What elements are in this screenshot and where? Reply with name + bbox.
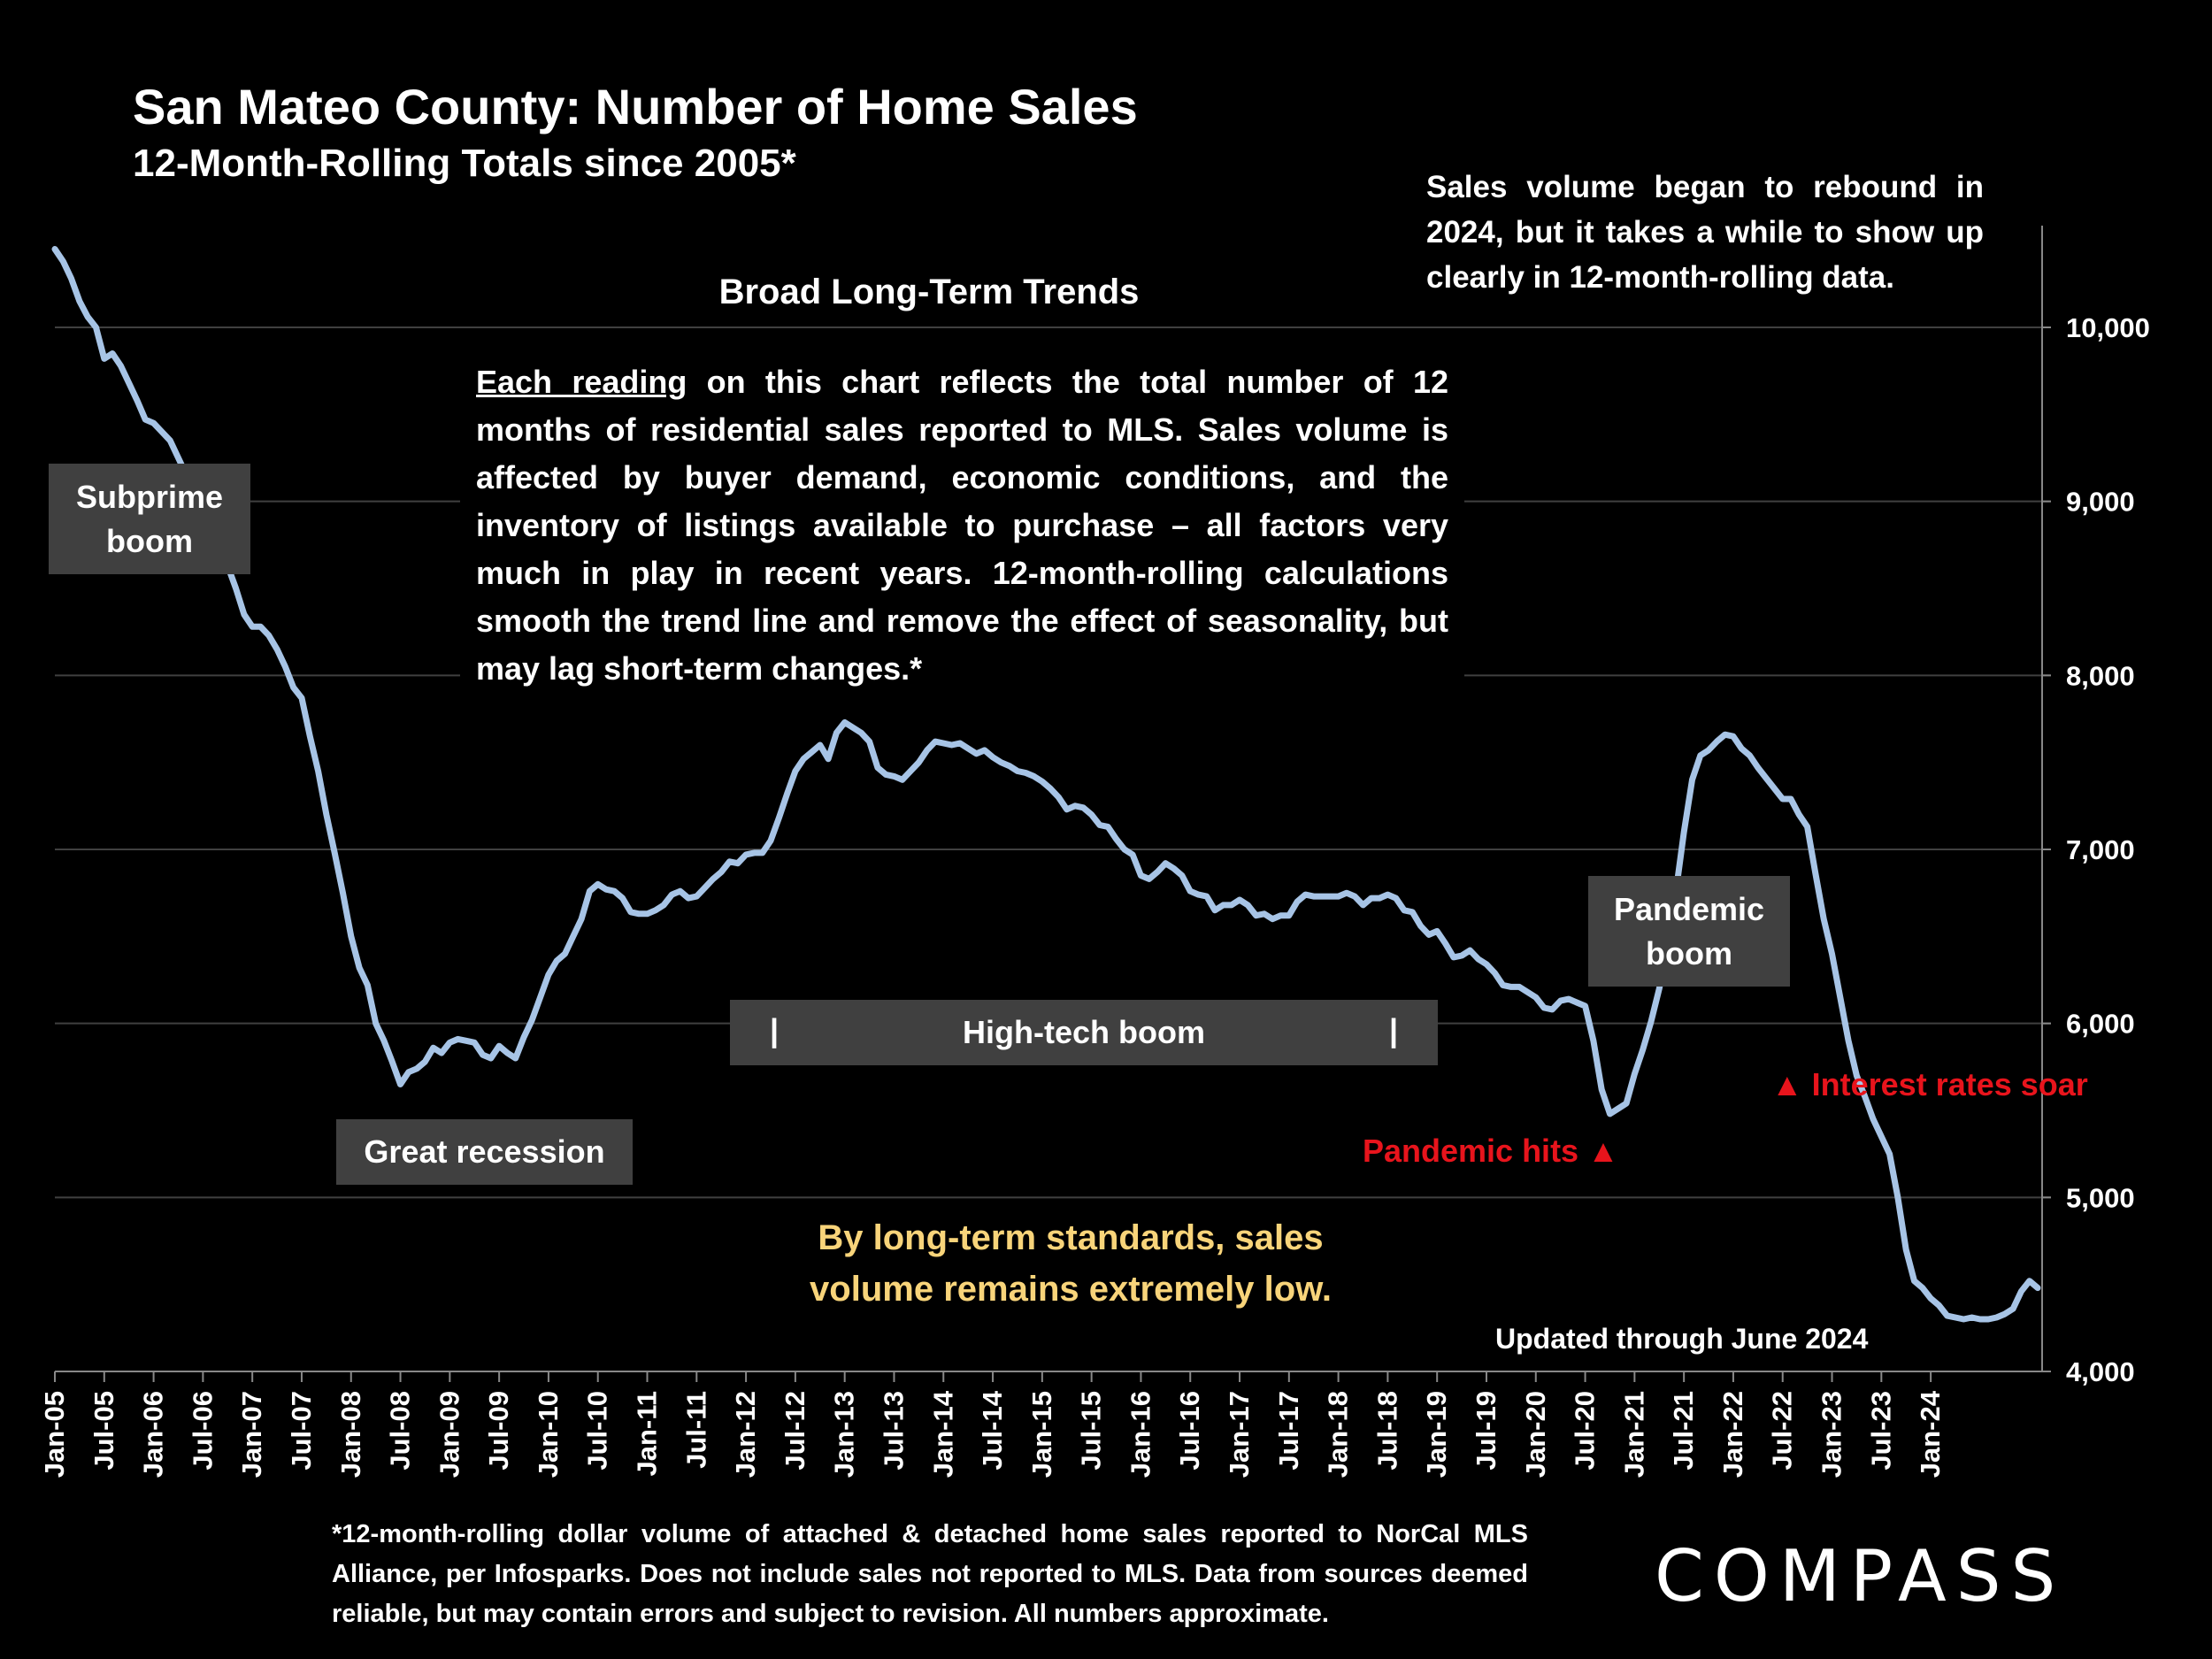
axes xyxy=(54,226,2051,1382)
y-tick-label: 5,000 xyxy=(2066,1182,2135,1213)
annotation-pandemic-hits: Pandemic hits ▲ xyxy=(1363,1133,1619,1169)
high-tech-start-marker: | xyxy=(770,1012,780,1048)
x-tick-label: Jan-24 xyxy=(1915,1390,1946,1478)
x-tick-labels: Jan-05 Jul-05 Jan-06 Jul-06 Jan-07 Jul-07 Jan-… xyxy=(39,1390,1946,1478)
x-tick-label: Jul-14 xyxy=(977,1390,1008,1470)
updated-note: Updated through June 2024 xyxy=(1495,1323,1869,1355)
x-tick-label: Jan-09 xyxy=(434,1391,465,1478)
x-tick-label: Jul-07 xyxy=(286,1391,317,1471)
annotation-hightech-label: High-tech boom xyxy=(963,1014,1205,1050)
annotation-high-tech-boom: | High-tech boom | xyxy=(730,1000,1438,1065)
chart-title: San Mateo County: Number of Home Sales xyxy=(133,79,1138,134)
x-tick-label: Jan-13 xyxy=(829,1391,860,1478)
x-tick-label: Jul-09 xyxy=(483,1391,514,1471)
x-tick-label: Jul-08 xyxy=(385,1391,416,1471)
trends-heading: Broad Long-Term Trends xyxy=(718,273,1140,311)
annotation-subprime-label: Subprime boom xyxy=(75,478,224,559)
x-tick-label: Jan-17 xyxy=(1224,1391,1255,1478)
trends-body: Each reading on this chart reflects the … xyxy=(476,358,1448,693)
x-tick-label: Jan-15 xyxy=(1026,1391,1057,1478)
trends-underlined-lead: Each reading xyxy=(476,364,687,400)
x-tick-label: Jan-21 xyxy=(1618,1391,1649,1478)
y-tick-labels: 4,000 5,000 6,000 7,000 8,000 9,000 10,000 xyxy=(2066,312,2150,1387)
x-tick-label: Jul-19 xyxy=(1471,1391,1502,1471)
x-tick-label: Jan-22 xyxy=(1717,1391,1748,1478)
y-tick-label: 7,000 xyxy=(2066,834,2135,865)
trends-textbox: Each reading on this chart reflects the … xyxy=(460,349,1464,687)
x-tick-label: Jul-11 xyxy=(680,1391,711,1469)
y-tick-label: 10,000 xyxy=(2066,312,2150,343)
x-tick-label: Jan-23 xyxy=(1816,1391,1847,1478)
annotation-pandemic-boom: Pandemic boom xyxy=(1588,876,1790,987)
x-tick-label: Jan-07 xyxy=(236,1391,267,1478)
y-tick-label: 9,000 xyxy=(2066,487,2135,518)
y-tick-label: 6,000 xyxy=(2066,1009,2135,1040)
compass-logo: COMPASS xyxy=(1655,1535,2066,1617)
high-tech-end-marker: | xyxy=(1389,1012,1399,1048)
x-tick-label: Jan-06 xyxy=(138,1391,169,1478)
x-tick-label: Jul-23 xyxy=(1865,1391,1896,1471)
x-tick-label: Jan-16 xyxy=(1125,1391,1156,1478)
x-tick-label: Jan-20 xyxy=(1520,1391,1551,1478)
chart-subtitle: 12-Month-Rolling Totals since 2005* xyxy=(133,142,796,185)
footnote: *12-month-rolling dollar volume of attac… xyxy=(332,1520,1528,1628)
x-tick-label: Jan-19 xyxy=(1421,1391,1452,1478)
x-tick-label: Jul-13 xyxy=(878,1391,909,1471)
y-tick-label: 4,000 xyxy=(2066,1356,2135,1387)
rebound-note: Sales volume began to rebound in 2024, b… xyxy=(1426,170,1984,295)
x-tick-label: Jul-15 xyxy=(1076,1391,1107,1471)
x-tick-label: Jul-17 xyxy=(1273,1391,1304,1471)
x-tick-label: Jul-18 xyxy=(1371,1391,1402,1471)
x-tick-label: Jan-08 xyxy=(335,1391,366,1478)
x-tick-label: Jan-12 xyxy=(730,1391,761,1478)
x-tick-label: Jul-10 xyxy=(582,1391,613,1471)
x-tick-label: Jul-12 xyxy=(780,1391,810,1471)
x-tick-label: Jul-22 xyxy=(1767,1391,1798,1471)
x-tick-label: Jan-18 xyxy=(1323,1391,1354,1478)
x-tick-label: Jul-05 xyxy=(88,1391,119,1471)
annotation-pandemic-label: Pandemic boom xyxy=(1613,890,1765,972)
x-tick-label: Jan-05 xyxy=(39,1391,70,1478)
annotation-recession-label: Great recession xyxy=(364,1133,605,1170)
annotation-subprime-boom: Subprime boom xyxy=(49,464,250,574)
trends-body-text: on this chart reflects the total number … xyxy=(476,364,1448,687)
y-tick-label: 8,000 xyxy=(2066,660,2135,691)
x-tick-label: Jul-20 xyxy=(1570,1391,1601,1471)
x-tick-label: Jan-11 xyxy=(632,1391,663,1477)
x-tick-label: Jan-10 xyxy=(533,1391,564,1478)
annotation-great-recession: Great recession xyxy=(336,1119,633,1185)
x-tick-label: Jul-21 xyxy=(1668,1391,1699,1471)
annotation-interest-rates-soar: ▲ Interest rates soar xyxy=(1771,1066,2088,1102)
x-tick-label: Jul-16 xyxy=(1174,1391,1205,1471)
series-line-home-sales xyxy=(51,246,2041,1323)
x-tick-label: Jan-14 xyxy=(927,1390,958,1478)
long-term-note: By long-term standards, sales volume rem… xyxy=(810,1218,1332,1309)
x-tick-label: Jul-06 xyxy=(187,1391,218,1471)
